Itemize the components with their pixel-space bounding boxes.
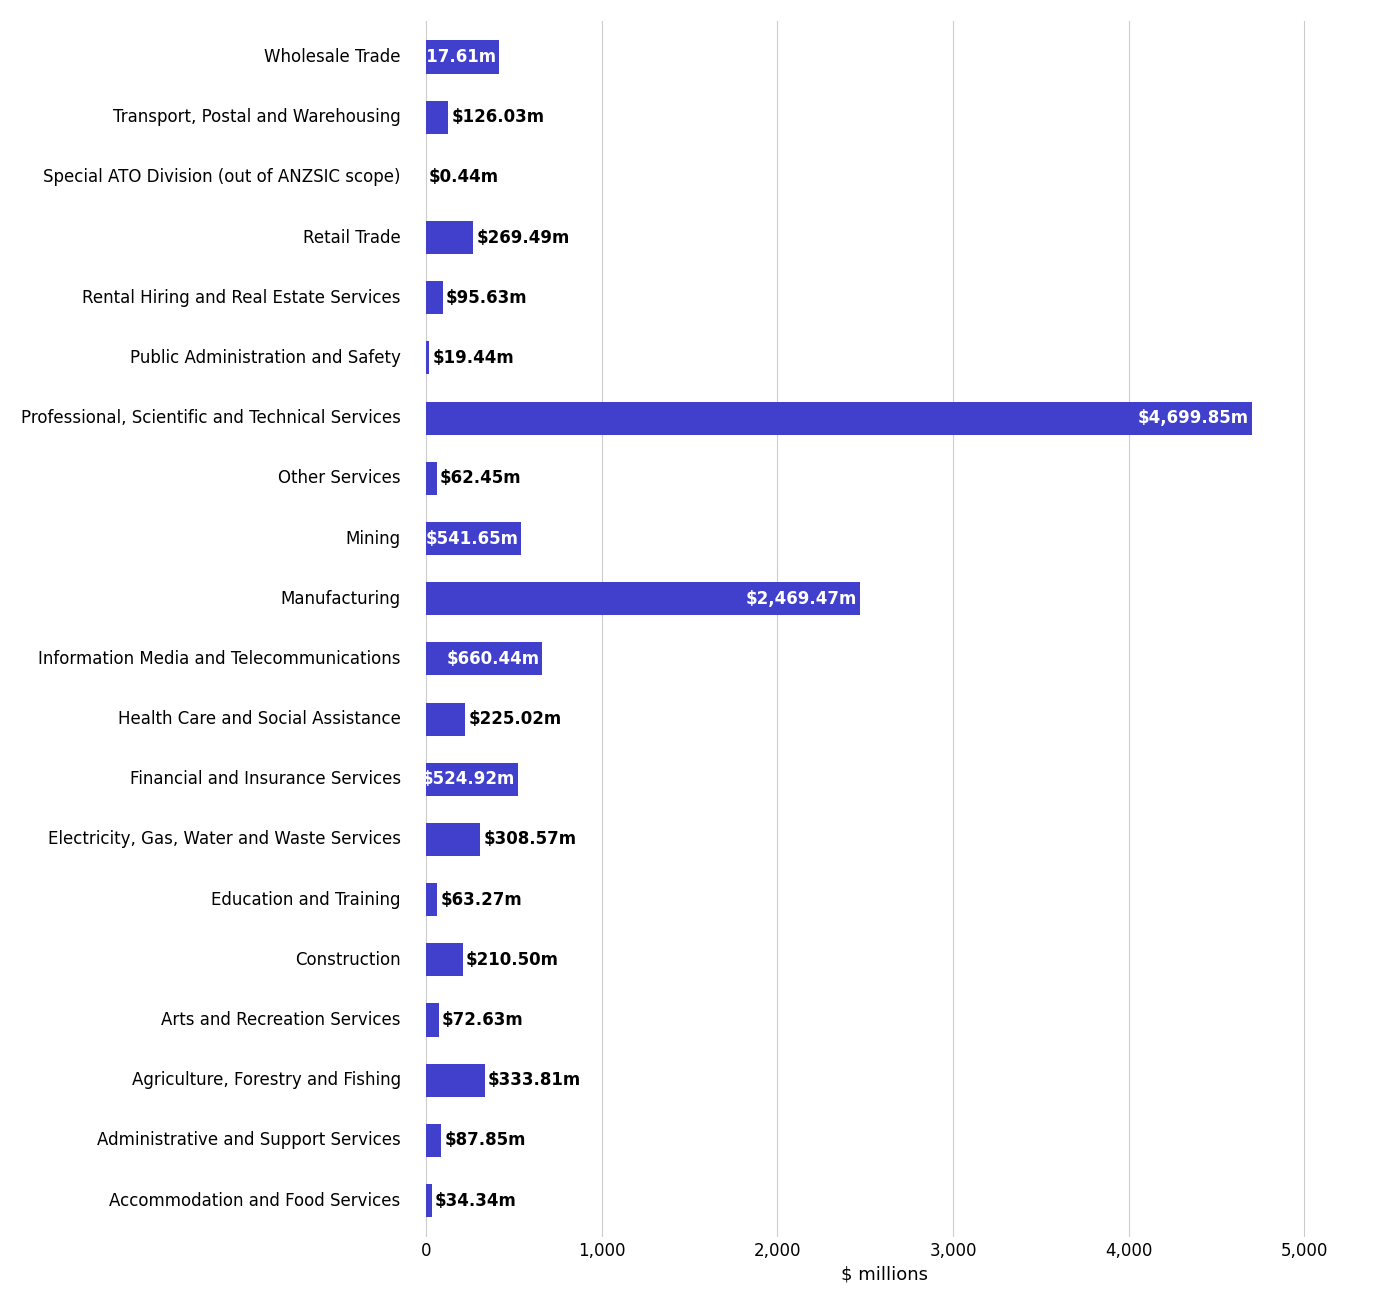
- Bar: [426, 883, 437, 917]
- Text: $72.63m: $72.63m: [442, 1011, 524, 1029]
- Bar: [426, 823, 480, 855]
- Text: $95.63m: $95.63m: [446, 288, 528, 306]
- Bar: [426, 1064, 485, 1097]
- Text: $126.03m: $126.03m: [451, 108, 544, 126]
- Text: $660.44m: $660.44m: [446, 649, 539, 668]
- Bar: [426, 40, 499, 73]
- Text: $308.57m: $308.57m: [484, 831, 576, 849]
- Text: $34.34m: $34.34m: [435, 1192, 517, 1210]
- Bar: [426, 522, 521, 556]
- Bar: [426, 582, 860, 615]
- Bar: [426, 1004, 438, 1037]
- Text: $417.61m: $417.61m: [404, 48, 496, 67]
- Text: $210.50m: $210.50m: [466, 951, 559, 969]
- Bar: [426, 100, 448, 134]
- Text: $4,699.85m: $4,699.85m: [1138, 409, 1248, 428]
- Text: $333.81m: $333.81m: [488, 1072, 582, 1089]
- Text: $225.02m: $225.02m: [469, 711, 562, 728]
- Text: $62.45m: $62.45m: [440, 469, 522, 488]
- Text: $541.65m: $541.65m: [426, 529, 518, 548]
- Text: $0.44m: $0.44m: [429, 168, 499, 186]
- Text: $63.27m: $63.27m: [440, 891, 522, 909]
- Bar: [426, 402, 1251, 434]
- Bar: [426, 1124, 441, 1157]
- Text: $524.92m: $524.92m: [422, 771, 515, 789]
- Bar: [426, 763, 518, 795]
- Bar: [426, 703, 466, 735]
- Text: $2,469.47m: $2,469.47m: [745, 589, 857, 608]
- Text: $269.49m: $269.49m: [477, 228, 569, 246]
- Bar: [426, 943, 463, 977]
- Bar: [426, 643, 542, 675]
- Bar: [426, 1184, 431, 1217]
- Text: $19.44m: $19.44m: [433, 349, 514, 366]
- Bar: [426, 462, 437, 494]
- X-axis label: $ millions: $ millions: [841, 1265, 927, 1283]
- Bar: [426, 342, 430, 374]
- Text: $87.85m: $87.85m: [445, 1132, 526, 1149]
- Bar: [426, 220, 473, 254]
- Bar: [426, 282, 442, 314]
